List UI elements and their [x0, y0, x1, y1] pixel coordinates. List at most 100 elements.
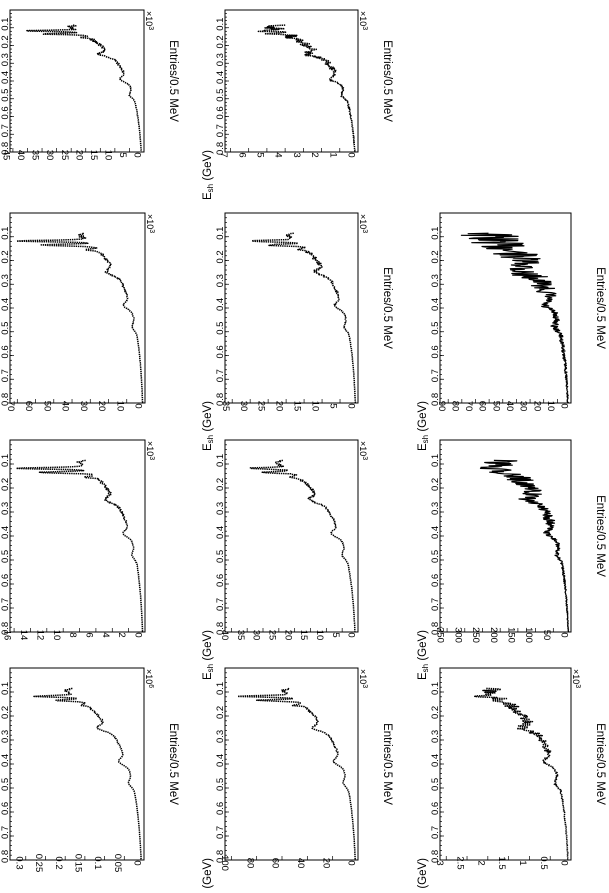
y-tick-label: 30 [518, 401, 529, 412]
x-tick-label: 0.7 [0, 826, 11, 839]
x-tick-label: 0.1 [215, 227, 226, 240]
x-tick-label: 0.2 [215, 478, 226, 491]
x-tick-label: 0.4 [0, 298, 11, 311]
x-tick-label: 0.8 [215, 850, 226, 863]
x-axis-title: Esh (GeV) [202, 401, 215, 451]
x-tick-label: 0.8 [215, 393, 226, 406]
x-tick-label: 0.1 [0, 18, 11, 31]
y-tick-label: 15 [88, 150, 99, 161]
x-tick-label: 0.3 [215, 730, 226, 743]
x-tick-label: 0.5 [215, 89, 226, 102]
x-tick-label: 0.6 [215, 574, 226, 587]
x-tick-label: 0.1 [0, 227, 11, 240]
y-tick-label: 30 [78, 401, 89, 412]
x-tick-label: 0.2 [215, 706, 226, 719]
y-tick-label: 1 [327, 152, 338, 157]
y-tick-label: 5 [328, 403, 339, 408]
y-tick-label: 0 [559, 860, 570, 865]
y-tick-label: 150 [505, 627, 516, 643]
y-tick-label: 20 [320, 858, 331, 869]
x-tick-label: 0.2 [215, 35, 226, 48]
x-tick-label: 0.8 [215, 142, 226, 155]
x-tick-label: 0.5 [430, 322, 441, 335]
panel-9: 0.1 0.2 0.3 0.4 0.5 0.6 0.7 0.8 0.5 1 1.5 2 2.5 3 0 Esh… [417, 667, 606, 893]
x-tick-label: 0.2 [0, 706, 11, 719]
y-tick-label: 6 [84, 632, 95, 637]
y-axis-title: Entries/0.5 MeV [594, 723, 606, 805]
x-tick-label: 0.7 [215, 124, 226, 137]
x-tick-label: 0.3 [215, 502, 226, 515]
x-tick-label: 0.7 [215, 598, 226, 611]
x-tick-label: 0.8 [430, 850, 441, 863]
y-tick-label: 20 [282, 630, 293, 641]
y-tick-label: 0 [559, 403, 570, 408]
y-tick-label: 30 [251, 630, 262, 641]
y-tick-label: 20 [96, 401, 107, 412]
y-tick-label: 5 [330, 632, 341, 637]
panel-5: 0.1 0.2 0.3 0.4 0.5 0.6 0.7 0.8 20 40 60 80 100 0 Esh … [202, 667, 393, 893]
x-axis-title: Esh (GeV) [202, 630, 215, 680]
x-tick-label: 0.2 [0, 250, 11, 263]
x-tick-label: 0.8 [0, 142, 11, 155]
panel-11: 0.1 0.2 0.3 0.4 0.5 0.6 0.7 0.8 1020304050607080… [417, 212, 606, 451]
y-tick-label: 0.2 [53, 856, 64, 869]
y-tick-label: 14 [18, 630, 29, 641]
y-tick-label: 10 [102, 150, 113, 161]
axis-exponent: ×103 [571, 669, 581, 688]
y-tick-label: 1 [517, 860, 528, 865]
y-tick-label: 0 [346, 403, 357, 408]
x-tick-label: 0.3 [215, 274, 226, 287]
y-tick-label: 35 [220, 401, 231, 412]
x-tick-label: 0.6 [430, 574, 441, 587]
y-tick-label: 300 [452, 627, 463, 643]
y-tick-label: 50 [41, 401, 52, 412]
y-tick-label: 10 [51, 630, 62, 641]
data-series-line [251, 232, 357, 404]
x-tick-label: 0.5 [0, 89, 11, 102]
x-tick-label: 0.5 [215, 778, 226, 791]
y-tick-label: 4 [100, 632, 111, 637]
y-tick-label: 12 [34, 630, 45, 641]
y-tick-label: 50 [490, 401, 501, 412]
x-tick-label: 0.5 [0, 322, 11, 335]
x-tick-label: 0.4 [215, 526, 226, 539]
x-tick-label: 0.2 [215, 250, 226, 263]
x-tick-label: 0.4 [430, 754, 441, 767]
y-tick-label: 15 [292, 401, 303, 412]
y-tick-label: 0 [346, 632, 357, 637]
y-tick-label: 1.5 [496, 856, 507, 869]
y-tick-label: 40 [15, 150, 26, 161]
x-tick-label: 0.5 [0, 778, 11, 791]
x-tick-label: 0.2 [0, 478, 11, 491]
y-axis-title: Entries/0.5 MeV [381, 40, 393, 122]
y-tick-label: 10 [545, 401, 556, 412]
x-tick-label: 0.1 [0, 454, 11, 467]
y-tick-label: 100 [523, 627, 534, 643]
plot-frame [439, 667, 572, 861]
y-tick-label: 0.5 [538, 856, 549, 869]
axis-exponent: ×103 [358, 441, 368, 460]
x-tick-label: 0.4 [430, 298, 441, 311]
y-tick-label: 2 [116, 632, 127, 637]
x-axis-title: Esh (GeV) [417, 401, 430, 451]
y-tick-label: 20 [73, 150, 84, 161]
data-series-line [15, 232, 144, 404]
x-tick-label: 0.2 [430, 706, 441, 719]
plot-frame [224, 439, 359, 633]
data-series-line [249, 459, 356, 633]
panel-3: 0.10.20.30.40.50.60.70.8102030405060700E… [0, 212, 155, 412]
data-series-line [33, 687, 142, 861]
y-tick-label: 5 [117, 152, 128, 157]
x-tick-label: 0.2 [430, 478, 441, 491]
x-tick-label: 0.7 [430, 369, 441, 382]
data-series-line [460, 232, 569, 404]
x-tick-label: 0.8 [0, 622, 11, 635]
axis-exponent: ×103 [144, 11, 154, 30]
y-tick-label: 40 [504, 401, 515, 412]
data-series-line [257, 24, 356, 153]
y-tick-label: 0.1 [92, 856, 103, 869]
plot-frame [224, 9, 359, 153]
y-tick-label: 20 [274, 401, 285, 412]
y-tick-label: 60 [23, 401, 34, 412]
